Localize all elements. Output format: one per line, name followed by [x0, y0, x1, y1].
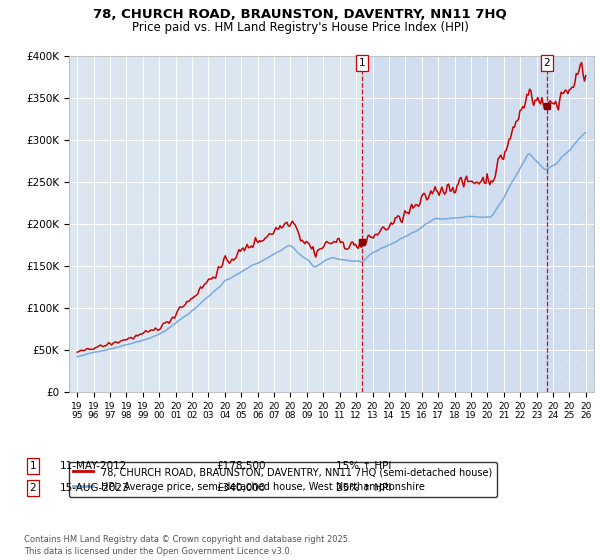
Text: 1: 1: [29, 461, 37, 471]
Text: Price paid vs. HM Land Registry's House Price Index (HPI): Price paid vs. HM Land Registry's House …: [131, 21, 469, 34]
Text: £340,000: £340,000: [216, 483, 265, 493]
Text: 25% ↑ HPI: 25% ↑ HPI: [336, 483, 391, 493]
Text: 15-AUG-2023: 15-AUG-2023: [60, 483, 130, 493]
Bar: [547, 56, 594, 392]
Bar: [362, 56, 547, 392]
Text: 2: 2: [29, 483, 37, 493]
Text: 11-MAY-2012: 11-MAY-2012: [60, 461, 127, 471]
Text: 15% ↑ HPI: 15% ↑ HPI: [336, 461, 391, 471]
Text: 2: 2: [544, 58, 550, 68]
Text: 78, CHURCH ROAD, BRAUNSTON, DAVENTRY, NN11 7HQ: 78, CHURCH ROAD, BRAUNSTON, DAVENTRY, NN…: [93, 8, 507, 21]
Legend: 78, CHURCH ROAD, BRAUNSTON, DAVENTRY, NN11 7HQ (semi-detached house), HPI: Avera: 78, CHURCH ROAD, BRAUNSTON, DAVENTRY, NN…: [68, 463, 497, 497]
Text: 1: 1: [359, 58, 365, 68]
Text: £178,500: £178,500: [216, 461, 265, 471]
Text: Contains HM Land Registry data © Crown copyright and database right 2025.
This d: Contains HM Land Registry data © Crown c…: [24, 535, 350, 556]
